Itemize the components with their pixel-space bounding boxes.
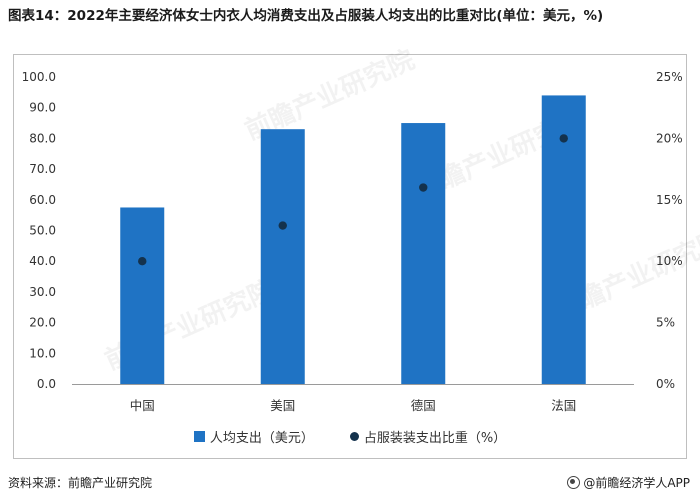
brand-logo-icon xyxy=(567,476,581,489)
y-right-tick-label: 20% xyxy=(656,131,683,145)
legend-bar-label: 人均支出（美元） xyxy=(209,430,314,446)
chart-frame xyxy=(13,54,687,459)
source-note: 资料来源：前瞻产业研究院 xyxy=(8,476,153,490)
bar xyxy=(120,207,165,384)
dot-point xyxy=(559,134,568,143)
y-right-tick-label: 15% xyxy=(656,193,683,207)
y-left-tick-label: 50.0 xyxy=(29,224,56,238)
brand-label: @前瞻经济学人APP xyxy=(583,476,690,490)
y-left-tick-label: 30.0 xyxy=(29,285,56,299)
bar xyxy=(541,95,586,385)
brand-credit: @前瞻经济学人APP xyxy=(567,474,690,491)
x-tick-label: 美国 xyxy=(270,398,295,413)
y-left-tick-label: 40.0 xyxy=(29,254,56,268)
dot-point xyxy=(419,183,428,192)
y-left-tick-label: 80.0 xyxy=(29,131,56,145)
y-left-tick-label: 0.0 xyxy=(37,377,56,391)
legend-dot-label: 占服装装支出比重（%） xyxy=(363,430,507,446)
dot-point xyxy=(278,221,287,230)
legend-bar-swatch xyxy=(193,430,205,442)
x-tick-label: 德国 xyxy=(411,398,436,413)
y-left-tick-label: 60.0 xyxy=(29,193,56,207)
y-left-tick-label: 90.0 xyxy=(29,101,56,115)
x-tick-label: 法国 xyxy=(551,398,576,413)
y-left-tick-label: 10.0 xyxy=(29,346,56,360)
y-right-tick-label: 10% xyxy=(656,254,683,268)
legend-item-dot: 占服装装支出比重（%） xyxy=(349,427,507,446)
y-left-tick-label: 100.0 xyxy=(22,70,56,84)
x-tick-label: 中国 xyxy=(130,398,155,413)
y-left-tick-label: 70.0 xyxy=(29,162,56,176)
bar xyxy=(401,123,446,385)
y-left-tick-label: 20.0 xyxy=(29,316,56,330)
y-right-tick-label: 25% xyxy=(656,70,683,84)
chart-title: 图表14：2022年主要经济体女士内衣人均消费支出及占服装人均支出的比重对比(单… xyxy=(8,8,604,24)
legend: 人均支出（美元） 占服装装支出比重（%） xyxy=(0,425,700,447)
y-right-tick-label: 0% xyxy=(656,377,675,391)
y-right-tick-label: 5% xyxy=(656,316,675,330)
dot-point xyxy=(138,257,147,266)
bar xyxy=(260,129,305,384)
legend-dot-swatch xyxy=(349,431,359,441)
legend-item-bar: 人均支出（美元） xyxy=(193,427,314,446)
